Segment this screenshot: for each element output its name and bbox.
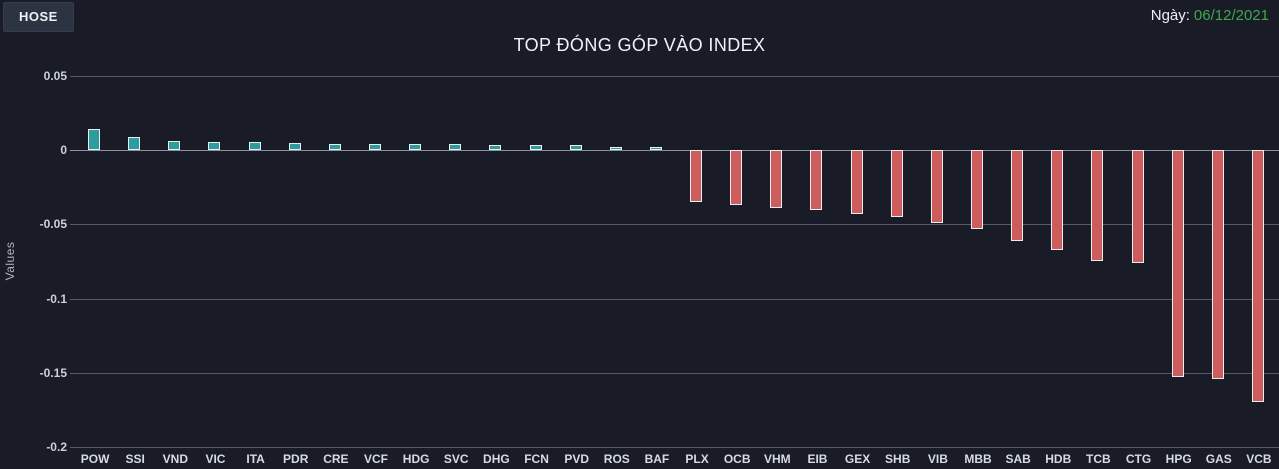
x-tick-label-hdb: HDB [1045,452,1072,466]
bar-pvd [569,145,582,151]
x-tick-label-vnd: VND [162,452,188,466]
bar-dhg [489,145,502,151]
x-tick-label-pvd: PVD [564,452,589,466]
bar-sab [1011,150,1024,241]
bar-ita [248,142,261,151]
x-tick-label-dhg: DHG [483,452,510,466]
gridline [70,298,1279,300]
bar-baf [649,147,662,151]
bar-cre [328,143,341,151]
bar-mbb [971,150,983,229]
exchange-tab-hose[interactable]: HOSE [3,2,74,32]
x-tick-label-ita: ITA [246,452,265,466]
bar-vic [208,142,221,151]
x-tick-label-hdg: HDG [402,452,430,466]
y-tick-label: -0.1 [46,291,67,306]
date-label: Ngày: [1150,7,1190,24]
x-tick-label-vic: VIC [205,452,226,466]
x-tick-label-plx: PLX [685,452,709,466]
x-tick-label-mbb: MBB [964,452,992,466]
x-tick-label-ros: ROS [603,452,630,466]
bar-gas [1211,150,1224,379]
y-axis-title: Values [3,241,17,281]
plot-area: 0.05 0 -0.05 -0.1 -0.15 -0.2 POW SSI VND VIC ITA PD… [40,69,1279,466]
x-tick-label-svc: SVC [443,452,469,466]
x-tick-label-ocb: OCB [723,452,751,466]
bar-ocb [730,150,743,206]
x-tick-label-gex: GEX [844,452,871,466]
bar-hdb [1051,150,1064,250]
date-display: Ngày: 06/12/2021 [1151,7,1269,24]
bar-vnd [168,140,181,151]
x-tick-label-eib: EIB [807,452,828,466]
gridline [70,372,1279,374]
x-tick-label-sab: SAB [1005,452,1031,466]
x-tick-label-cre: CRE [323,452,349,466]
gridline [70,447,1279,448]
x-tick-label-hpg: HPG [1165,452,1192,466]
x-tick-label-shb: SHB [885,452,911,466]
x-tick-label-tcb: TCB [1086,452,1111,466]
x-tick-label-pdr: PDR [283,452,309,466]
x-tick-label-pow: POW [80,452,110,466]
date-value: 06/12/2021 [1193,7,1269,24]
bar-tcb [1091,150,1104,262]
gridline [70,224,1279,226]
y-tick-label: -0.05 [39,217,67,232]
bar-vcb [1251,150,1264,403]
y-tick-label: 0 [60,143,67,158]
x-tick-label-baf: BAF [644,452,670,466]
bar-plx [690,150,703,203]
bar-vib [930,150,943,223]
chart-title: TOP ĐÓNG GÓP VÀO INDEX [513,35,766,55]
bar-gex [850,150,863,214]
zero-gridline [70,150,1279,152]
x-tick-label-ssi: SSI [125,452,145,466]
bar-vhm [770,150,783,209]
x-tick-label-fcn: FCN [524,452,549,466]
x-tick-label-ctg: CTG [1125,452,1152,466]
bar-pdr [288,142,301,151]
y-tick-label: -0.15 [39,365,67,380]
bar-hpg [1171,150,1184,378]
bar-svc [449,144,462,151]
y-tick-label: 0.05 [43,69,67,83]
x-tick-label-gas: GAS [1205,452,1232,466]
y-tick-label: -0.2 [46,440,67,454]
bar-pow [88,129,101,151]
x-tick-label-vib: VIB [927,452,948,466]
x-tick-label-vcb: VCB [1246,452,1272,466]
bar-vcf [369,143,381,151]
bar-shb [890,150,903,217]
bar-ros [609,147,622,151]
bar-ctg [1131,150,1144,263]
bar-hdg [409,144,422,151]
bar-ssi [128,136,141,151]
gridline [70,76,1279,77]
bar-fcn [529,145,542,151]
bar-eib [810,150,823,210]
x-tick-label-vcf: VCF [364,452,388,466]
x-tick-label-vhm: VHM [763,452,791,466]
